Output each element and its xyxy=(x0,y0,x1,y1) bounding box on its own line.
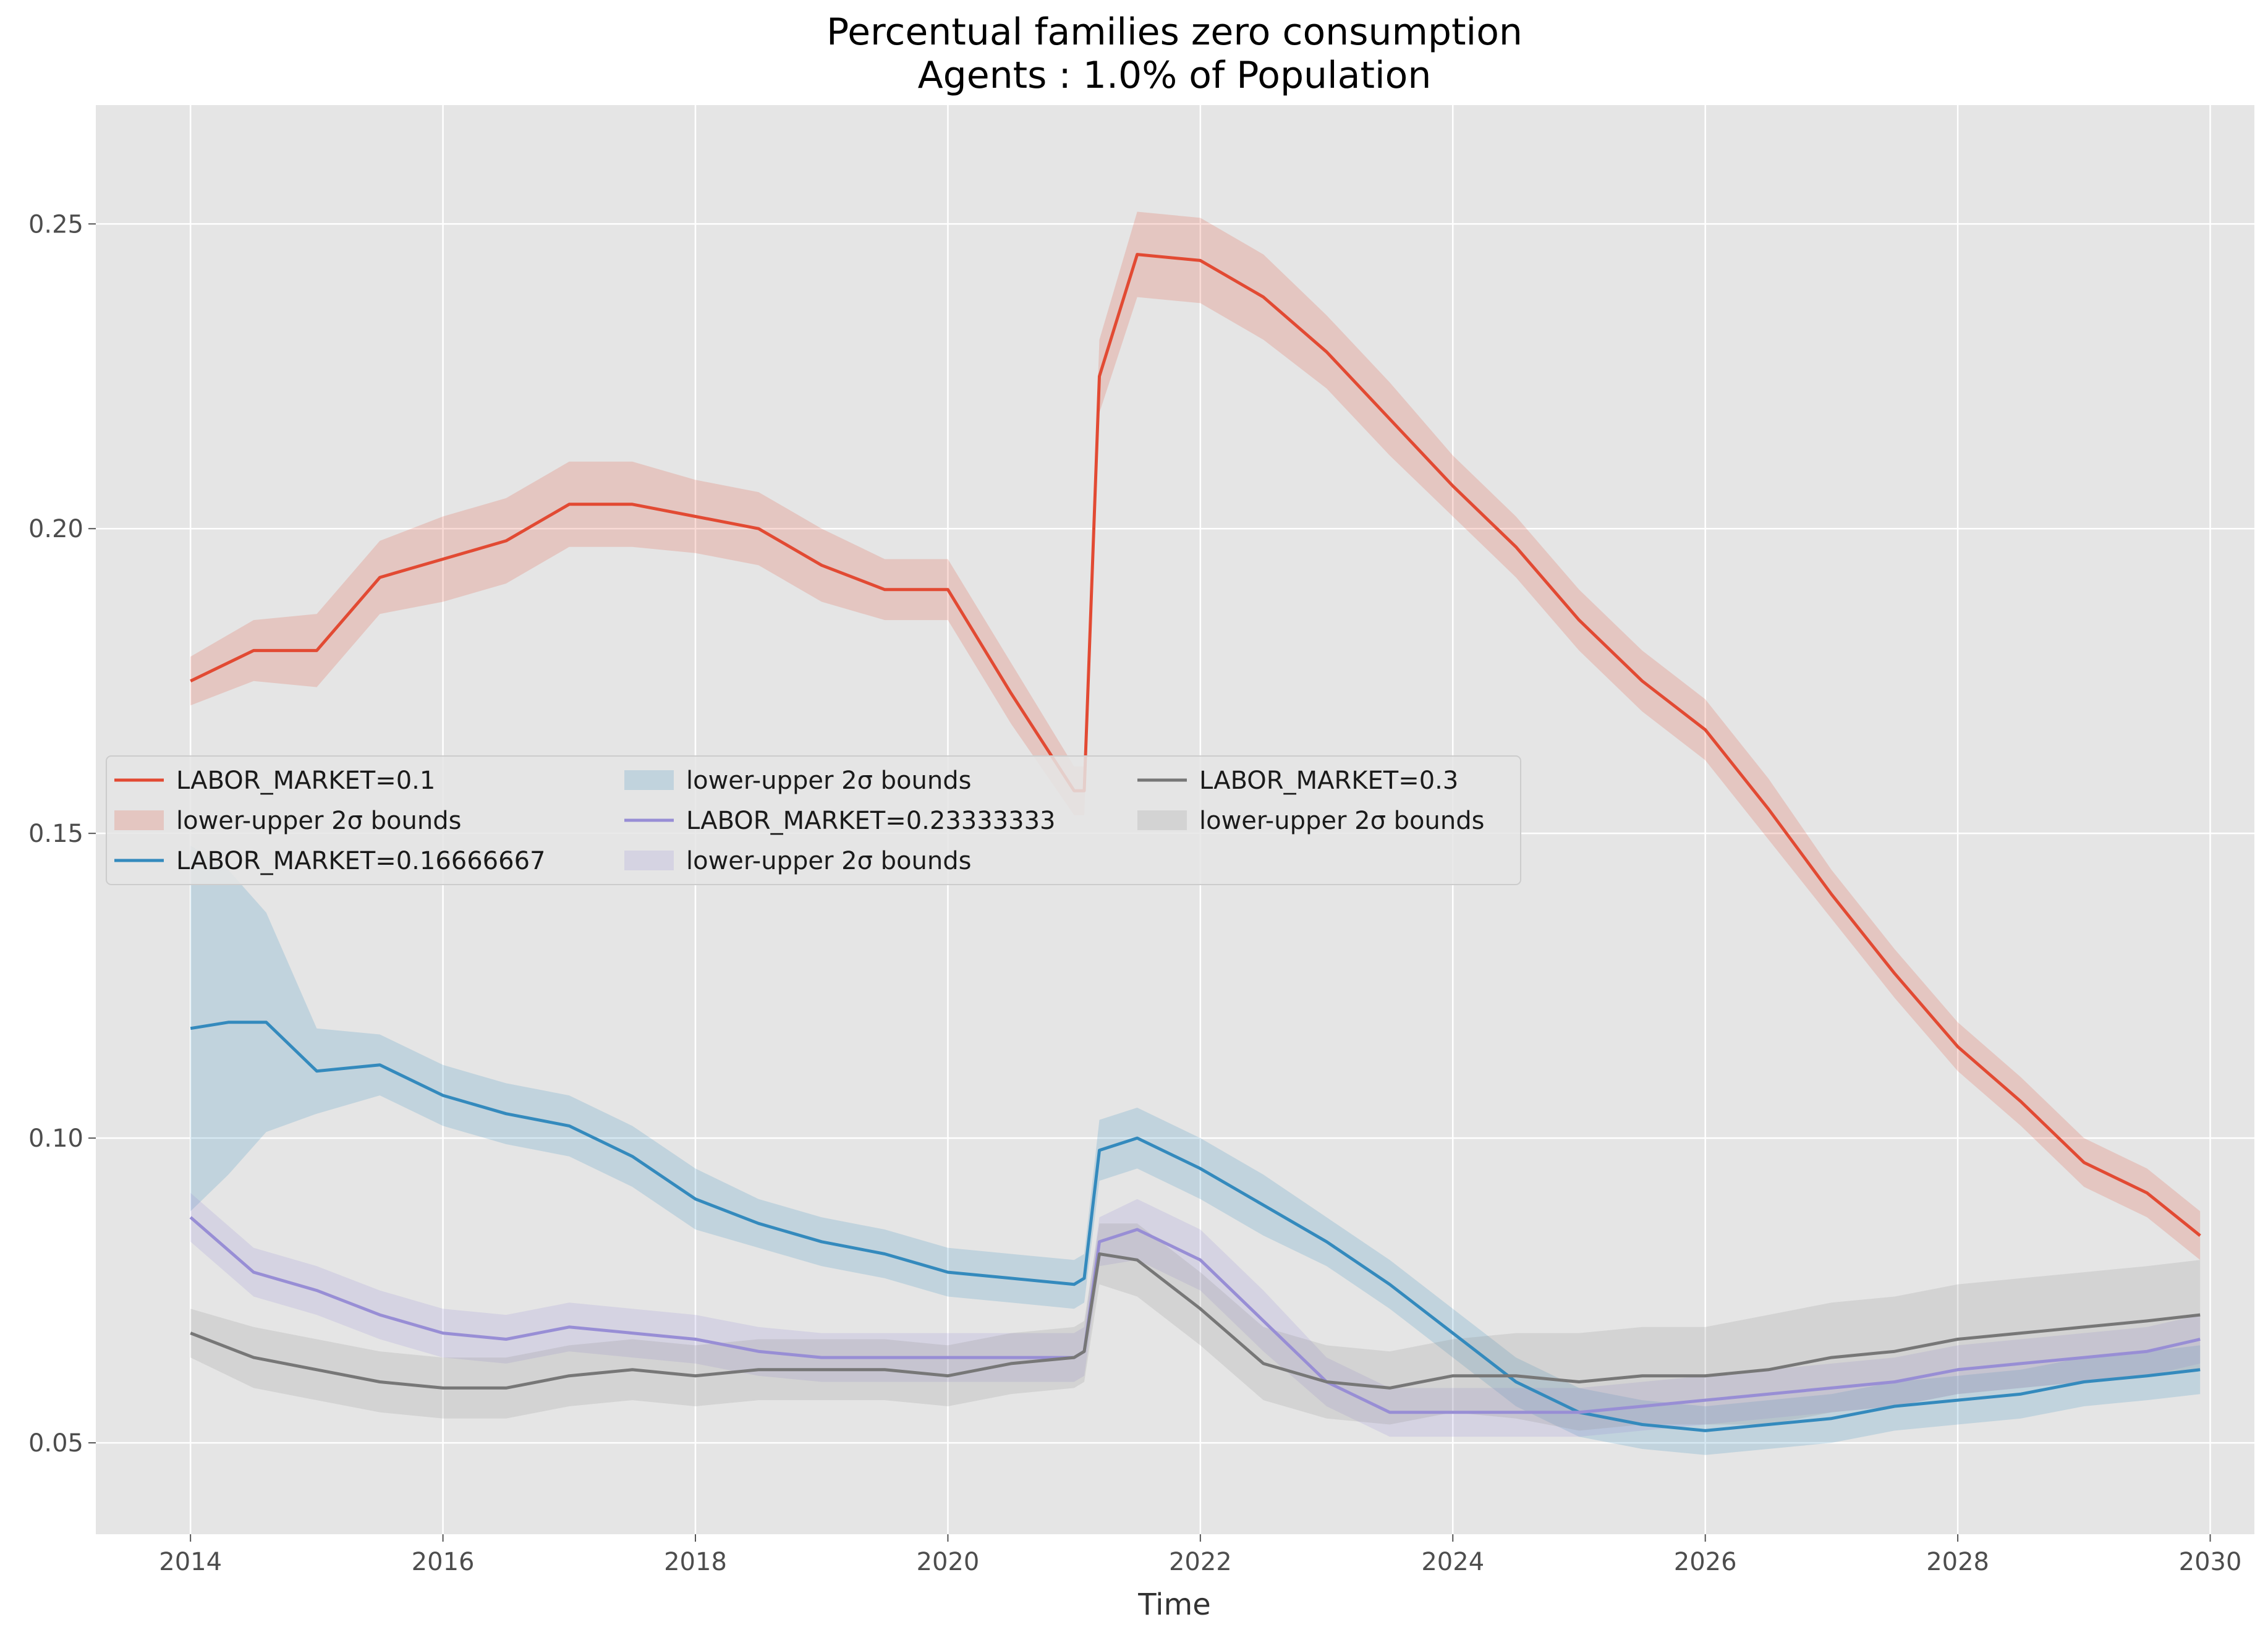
y-tick-label: 0.25 xyxy=(28,210,83,239)
y-axis-ticks: 0.05 0.10 0.15 0.20 0.25 xyxy=(28,210,96,1458)
legend-box xyxy=(106,755,1521,885)
x-tick-label: 2028 xyxy=(1926,1548,1989,1576)
confidence-band-4 xyxy=(190,1223,2201,1431)
series-lines xyxy=(189,253,2201,1432)
x-tick-label: 2022 xyxy=(1169,1548,1232,1576)
chart-subtitle: Agents : 1.0% of Population xyxy=(918,54,1432,97)
confidence-bands xyxy=(190,211,2201,1455)
confidence-band-2 xyxy=(190,845,2201,1455)
confidence-band-3 xyxy=(190,1192,2201,1437)
legend-label: LABOR_MARKET=0.23333333 xyxy=(686,807,1055,835)
x-tick-label: 2014 xyxy=(159,1548,222,1576)
x-tick-label: 2030 xyxy=(2179,1548,2242,1576)
y-tick-label: 0.10 xyxy=(28,1124,83,1153)
x-tick-label: 2020 xyxy=(917,1548,980,1576)
legend-band-swatch xyxy=(1137,810,1187,830)
legend-band-swatch xyxy=(114,810,164,830)
x-tick-label: 2016 xyxy=(412,1548,475,1576)
legend-label: lower-upper 2σ bounds xyxy=(176,807,461,835)
x-tick-label: 2018 xyxy=(664,1548,727,1576)
y-tick-label: 0.15 xyxy=(28,820,83,848)
legend-band-swatch xyxy=(624,770,674,790)
legend-band-swatch xyxy=(624,851,674,870)
y-tick-label: 0.20 xyxy=(28,515,83,543)
chart-title: Percentual families zero consumption xyxy=(826,11,1523,54)
series-line-1 xyxy=(190,253,2201,1237)
x-tick-label: 2024 xyxy=(1421,1548,1484,1576)
x-axis-label: Time xyxy=(1137,1587,1210,1622)
x-axis-ticks: 2014 2016 2018 2020 2022 2024 2026 2028 2030 xyxy=(159,1534,2241,1576)
series-line-2 xyxy=(190,1021,2201,1432)
legend-label: lower-upper 2σ bounds xyxy=(1199,807,1484,835)
series-line-4 xyxy=(190,1252,2201,1390)
legend-label: LABOR_MARKET=0.16666667 xyxy=(176,847,545,875)
legend-label: lower-upper 2σ bounds xyxy=(686,767,971,795)
legend-label: LABOR_MARKET=0.3 xyxy=(1199,767,1458,795)
legend-label: lower-upper 2σ bounds xyxy=(686,847,971,875)
y-tick-label: 0.05 xyxy=(28,1429,83,1458)
x-tick-label: 2026 xyxy=(1674,1548,1737,1576)
legend-label: LABOR_MARKET=0.1 xyxy=(176,767,435,795)
series-line-3 xyxy=(189,1216,2201,1414)
legend: LABOR_MARKET=0.1 lower-upper 2σ bounds LAB… xyxy=(106,755,1521,885)
